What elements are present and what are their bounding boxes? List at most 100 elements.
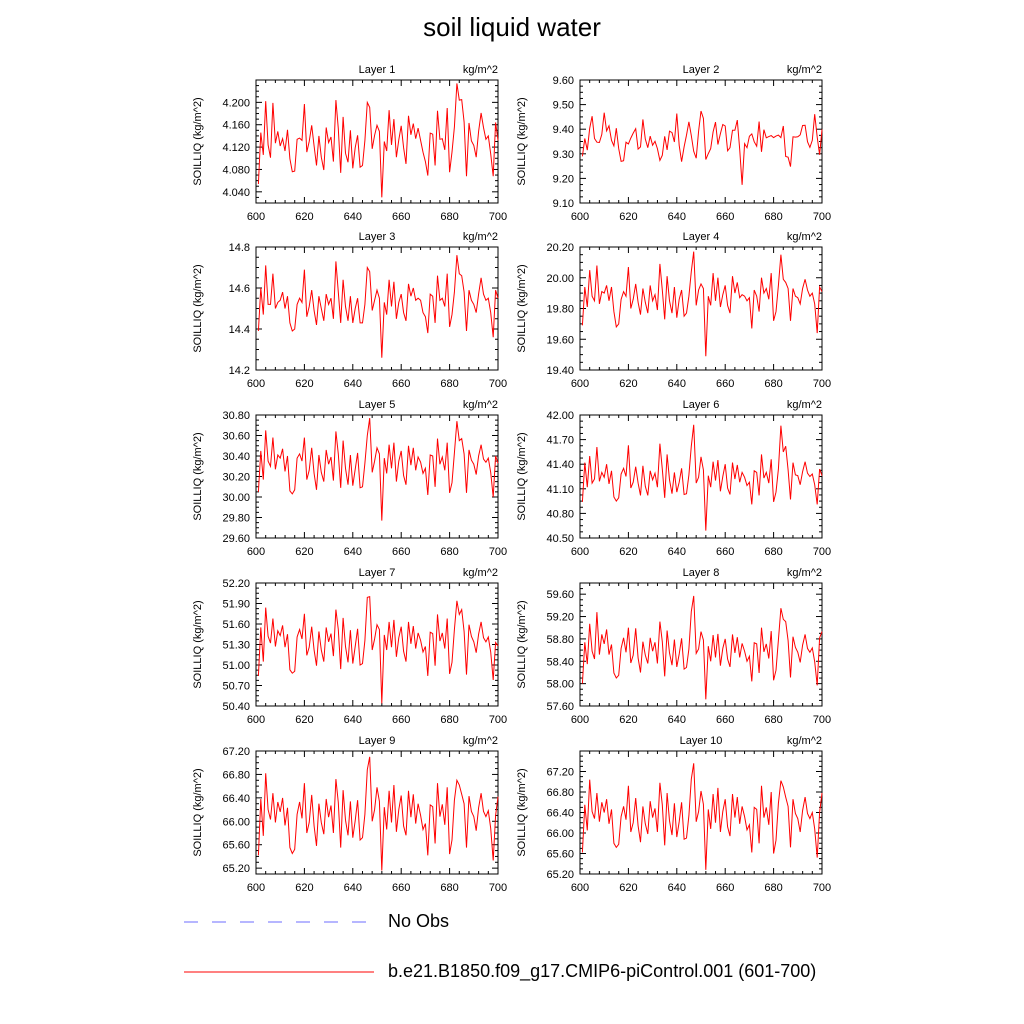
- x-tick-label: 600: [571, 714, 589, 726]
- plot-frame: [579, 750, 823, 875]
- panel-title: Layer 1: [359, 64, 396, 76]
- x-tick-label: 700: [489, 546, 507, 558]
- series-line: [581, 110, 823, 185]
- y-axis-label: SOILLIQ (kg/m^2): [192, 264, 204, 352]
- panel-layer-7: 600 620 640 660 680 700 50.40 50.70 51.00 51.30 51…: [192, 567, 507, 726]
- y-tick-label: 19.40: [546, 365, 574, 377]
- x-tick-label: 660: [392, 546, 410, 558]
- x-tick-label: 700: [813, 546, 831, 558]
- y-axis-label: SOILLIQ (kg/m^2): [516, 432, 528, 520]
- x-tick-label: 600: [571, 378, 589, 390]
- y-axis-label: SOILLIQ (kg/m^2): [192, 600, 204, 688]
- x-tick-label: 680: [440, 546, 458, 558]
- x-tick-label: 600: [571, 882, 589, 894]
- x-tick-label: 600: [247, 546, 265, 558]
- y-tick-label: 59.60: [546, 589, 574, 601]
- plot-frame: [579, 246, 823, 371]
- y-tick-label: 65.20: [222, 863, 250, 875]
- y-tick-label: 30.40: [222, 451, 250, 463]
- series-line: [581, 424, 823, 531]
- x-tick-label: 640: [344, 211, 362, 223]
- panel-title: Layer 4: [683, 231, 720, 243]
- x-tick-label: 700: [813, 378, 831, 390]
- panel-layer-1: 600 620 640 660 680 700 4.040 4.080 4.120 4.160 4.…: [192, 64, 507, 223]
- y-tick-label: 30.80: [222, 410, 250, 422]
- x-tick-label: 620: [295, 378, 313, 390]
- series-line: [257, 83, 499, 198]
- panel-title: Layer 8: [683, 567, 720, 579]
- y-tick-label: 19.80: [546, 304, 574, 316]
- plot-frame: [255, 414, 499, 539]
- y-tick-label: 20.00: [546, 273, 574, 285]
- series-line: [257, 255, 499, 358]
- solid-line-swatch: [184, 971, 374, 972]
- y-tick-label: 65.60: [546, 849, 574, 861]
- series-line: [581, 595, 823, 700]
- y-tick-label: 65.60: [222, 840, 250, 852]
- plot-frame: [579, 79, 823, 204]
- legend-label-obs: No Obs: [388, 911, 450, 931]
- panel-layer-6: 600 620 640 660 680 700 40.50 40.80 41.10 41.40 41…: [516, 399, 831, 558]
- x-tick-label: 620: [619, 546, 637, 558]
- x-tick-label: 700: [813, 211, 831, 223]
- x-tick-label: 600: [247, 714, 265, 726]
- y-tick-label: 14.4: [229, 324, 250, 336]
- x-tick-label: 660: [716, 378, 734, 390]
- y-tick-label: 14.6: [229, 283, 250, 295]
- y-tick-label: 66.80: [546, 787, 574, 799]
- y-tick-label: 51.90: [222, 599, 250, 611]
- x-tick-label: 700: [813, 714, 831, 726]
- y-tick-label: 4.080: [222, 164, 250, 176]
- x-tick-label: 640: [344, 882, 362, 894]
- panel-title: Layer 7: [359, 567, 396, 579]
- panel-units: kg/m^2: [463, 231, 498, 243]
- x-tick-label: 700: [813, 882, 831, 894]
- x-tick-label: 660: [392, 714, 410, 726]
- panel-layer-9: 600 620 640 660 680 700 65.20 65.60 66.00 66.40 66…: [192, 735, 507, 894]
- panel-layer-4: 600 620 640 660 680 700 19.40 19.60 19.80 20.00 20…: [516, 231, 831, 390]
- y-tick-label: 66.40: [222, 793, 250, 805]
- y-tick-label: 30.00: [222, 492, 250, 504]
- panel-layer-10: 600 620 640 660 680 700 65.20 65.60 66.00 66.40 66…: [516, 735, 831, 894]
- legend-label-model: b.e21.B1850.f09_g17.CMIP6-piControl.001 …: [388, 961, 817, 981]
- x-tick-label: 680: [764, 211, 782, 223]
- panel-units: kg/m^2: [463, 64, 498, 76]
- dashed-line-swatch: [184, 920, 374, 923]
- y-tick-label: 30.20: [222, 472, 250, 484]
- y-tick-label: 67.20: [222, 746, 250, 758]
- y-tick-label: 51.00: [222, 660, 250, 672]
- x-tick-label: 620: [619, 714, 637, 726]
- x-tick-label: 680: [440, 378, 458, 390]
- legend-item-obs: No Obs: [184, 911, 449, 932]
- y-tick-label: 20.20: [546, 242, 574, 254]
- x-tick-label: 680: [440, 882, 458, 894]
- y-tick-label: 9.30: [553, 149, 574, 161]
- y-axis-label: SOILLIQ (kg/m^2): [192, 432, 204, 520]
- panel-units: kg/m^2: [787, 64, 822, 76]
- x-tick-label: 620: [295, 882, 313, 894]
- y-tick-label: 52.20: [222, 578, 250, 590]
- x-tick-label: 680: [440, 211, 458, 223]
- plot-frame: [255, 246, 499, 371]
- x-tick-label: 620: [619, 378, 637, 390]
- y-tick-label: 4.040: [222, 187, 250, 199]
- y-tick-label: 66.00: [222, 816, 250, 828]
- panel-units: kg/m^2: [787, 231, 822, 243]
- panel-units: kg/m^2: [787, 567, 822, 579]
- plot-frame: [255, 79, 499, 204]
- y-tick-label: 58.40: [546, 656, 574, 668]
- x-tick-label: 680: [440, 714, 458, 726]
- y-tick-label: 14.2: [229, 365, 250, 377]
- plot-frame: [255, 750, 499, 875]
- x-tick-label: 640: [344, 714, 362, 726]
- x-tick-label: 660: [716, 211, 734, 223]
- panel-units: kg/m^2: [463, 399, 498, 411]
- series-line: [257, 756, 499, 871]
- y-tick-label: 41.10: [546, 484, 574, 496]
- y-axis-label: SOILLIQ (kg/m^2): [516, 600, 528, 688]
- y-tick-label: 59.20: [546, 612, 574, 624]
- x-tick-label: 620: [619, 211, 637, 223]
- y-axis-label: SOILLIQ (kg/m^2): [516, 768, 528, 856]
- y-tick-label: 66.00: [546, 828, 574, 840]
- x-tick-label: 700: [489, 211, 507, 223]
